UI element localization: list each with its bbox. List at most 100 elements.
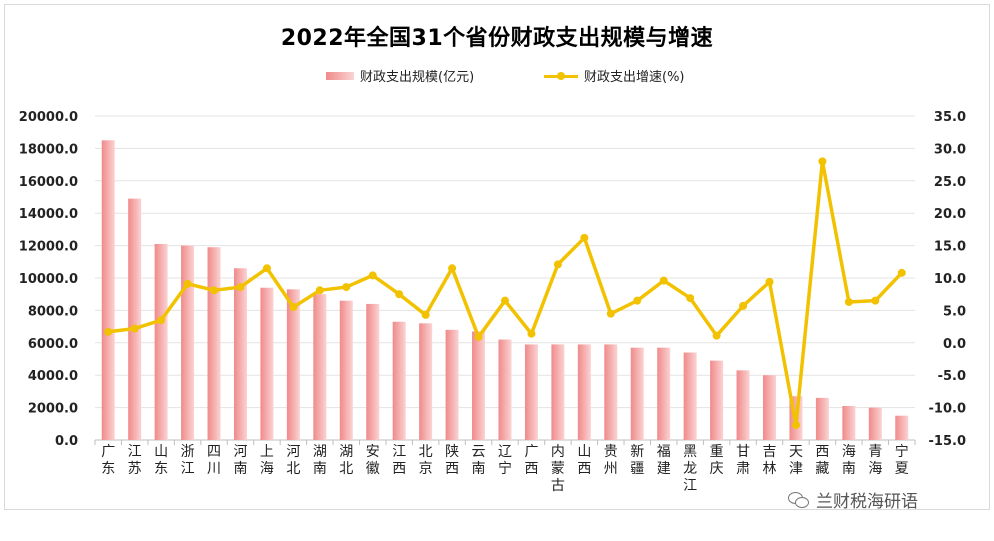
- x-tick-label: 江苏: [128, 444, 142, 477]
- line-point: [157, 316, 166, 325]
- bar: [683, 352, 697, 440]
- x-tick-label: 陕西: [445, 444, 459, 477]
- watermark: 兰财税海研语: [788, 487, 918, 512]
- line-point: [448, 264, 457, 273]
- bar: [181, 245, 195, 440]
- bar: [260, 287, 274, 440]
- right-tick-label: -5.0: [938, 369, 966, 384]
- x-tick-label: 河南: [233, 444, 247, 477]
- line-series: [104, 157, 906, 430]
- x-tick-label: 重庆: [710, 444, 724, 477]
- line-point: [553, 260, 562, 269]
- line-point: [527, 329, 536, 338]
- x-tick-label: 天津: [789, 444, 803, 477]
- wechat-icon: [788, 491, 810, 509]
- left-tick-label: 4000.0: [28, 369, 78, 384]
- x-tick-label: 贵州: [604, 444, 618, 477]
- x-tick-label: 甘肃: [736, 444, 750, 477]
- bar: [815, 397, 829, 440]
- line-point: [712, 331, 721, 340]
- line-point: [633, 296, 642, 305]
- x-tick-label: 西藏: [815, 444, 829, 477]
- legend-bar-swatch: [326, 71, 354, 80]
- x-tick-label: 广东: [101, 444, 115, 477]
- right-tick-label: 5.0: [943, 304, 966, 319]
- right-axis-ticks: 35.0 30.0 25.0 20.0 15.0 10.0 5.0 0.0 -5.0 -10.0 -…: [929, 110, 966, 449]
- legend-item-line: 财政支出增速(%): [544, 66, 685, 85]
- right-tick-label: 15.0: [934, 240, 966, 255]
- bar: [868, 407, 882, 440]
- bar: [154, 243, 168, 440]
- x-tick-label: 宁夏: [895, 443, 909, 477]
- line-point: [659, 276, 668, 285]
- line-point: [474, 332, 483, 341]
- legend-line-swatch: [544, 71, 578, 81]
- right-tick-label: 25.0: [934, 175, 966, 190]
- left-tick-label: 6000.0: [28, 337, 78, 352]
- bar: [286, 289, 300, 440]
- line-point: [289, 303, 298, 312]
- line-point: [315, 286, 324, 295]
- x-axis-labels: 广东江苏山东浙江四川河南上海河北湖南湖北安徽江西北京陕西云南辽宁广西内蒙古山西贵…: [101, 443, 909, 494]
- line-point: [210, 286, 219, 295]
- bar: [101, 140, 115, 441]
- bar: [736, 370, 750, 440]
- bar: [207, 247, 221, 440]
- bar: [604, 344, 618, 440]
- line-point: [844, 297, 853, 306]
- line-point: [897, 268, 906, 277]
- legend: 财政支出规模(亿元) 财政支出增速(%): [0, 66, 994, 86]
- legend-bar-label: 财政支出规模(亿元): [360, 70, 475, 85]
- x-tick-label: 北京: [419, 444, 433, 477]
- x-tick-label: 海南: [842, 444, 856, 477]
- right-tick-label: 30.0: [934, 142, 966, 157]
- line-point: [421, 310, 430, 319]
- bar-series: [101, 140, 909, 441]
- line-point: [606, 309, 615, 318]
- line-point: [791, 421, 800, 430]
- left-tick-label: 10000.0: [19, 272, 78, 287]
- bar: [392, 321, 406, 440]
- bar: [763, 375, 777, 440]
- right-tick-label: 35.0: [934, 110, 966, 125]
- x-tick-label: 云南: [472, 444, 486, 477]
- line-point: [236, 283, 245, 292]
- left-tick-label: 0.0: [55, 434, 78, 449]
- line-point: [818, 157, 827, 166]
- x-tick-label: 浙江: [181, 444, 195, 477]
- left-tick-label: 14000.0: [19, 207, 78, 222]
- x-tick-label: 福建: [657, 444, 671, 477]
- bar: [895, 415, 909, 440]
- line-point: [130, 324, 139, 333]
- x-tick-label: 青海: [868, 444, 882, 477]
- bar: [657, 347, 671, 440]
- left-tick-label: 16000.0: [19, 175, 78, 190]
- left-tick-label: 18000.0: [19, 142, 78, 157]
- left-tick-label: 20000.0: [19, 110, 78, 125]
- legend-line-label: 财政支出增速(%): [584, 70, 685, 85]
- line-point: [183, 279, 192, 288]
- x-tick-label: 上海: [260, 444, 274, 477]
- left-tick-label: 2000.0: [28, 402, 78, 417]
- bar: [710, 360, 724, 440]
- line-point: [871, 296, 880, 305]
- bar: [842, 405, 856, 440]
- line-point: [765, 277, 774, 286]
- x-tick-label: 内蒙古: [551, 444, 565, 494]
- legend-item-bar: 财政支出规模(亿元): [326, 66, 474, 85]
- x-tick-label: 新疆: [630, 444, 644, 477]
- right-tick-label: 10.0: [934, 272, 966, 287]
- bar: [445, 329, 459, 440]
- x-tick-label: 山西: [577, 444, 591, 477]
- left-tick-label: 12000.0: [19, 240, 78, 255]
- line-point: [104, 327, 113, 336]
- bar: [630, 347, 644, 440]
- line-point: [342, 283, 351, 292]
- right-tick-label: -10.0: [929, 402, 966, 417]
- bar: [366, 303, 380, 440]
- line-point: [686, 294, 695, 303]
- x-tick-label: 山东: [154, 444, 168, 477]
- line-point: [501, 296, 509, 305]
- x-tick-label: 河北: [286, 444, 300, 477]
- watermark-text: 兰财税海研语: [816, 492, 918, 512]
